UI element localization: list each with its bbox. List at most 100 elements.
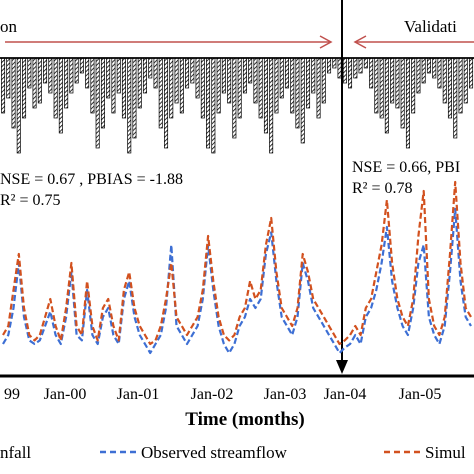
rainfall-bar bbox=[447, 57, 452, 119]
simulated-streamflow-line bbox=[2, 180, 472, 346]
legend-label-simulated: Simul bbox=[425, 443, 466, 462]
rainfall-bar bbox=[274, 57, 279, 114]
rainfall-bars bbox=[1, 57, 474, 154]
rainfall-bar bbox=[158, 57, 163, 129]
rainfall-bar bbox=[316, 57, 321, 119]
rainfall-bar bbox=[369, 57, 374, 89]
rainfall-bar bbox=[32, 57, 37, 109]
rainfall-bar bbox=[185, 57, 190, 89]
rainfall-bar bbox=[58, 57, 63, 134]
rainfall-bar bbox=[116, 57, 121, 94]
x-tick-label: Jan-00 bbox=[44, 386, 87, 403]
rainfall-bar bbox=[106, 57, 111, 99]
rainfall-bar bbox=[453, 57, 458, 139]
rainfall-bar bbox=[22, 57, 27, 119]
rainfall-bar bbox=[11, 57, 16, 129]
rainfall-bar bbox=[258, 57, 263, 119]
calibration-label: on bbox=[0, 17, 18, 36]
rainfall-bar bbox=[216, 57, 221, 114]
rainfall-bar bbox=[337, 57, 342, 79]
rainfall-bar bbox=[379, 57, 384, 119]
x-tick-label: Jan-03 bbox=[264, 386, 307, 403]
rainfall-bar bbox=[284, 57, 289, 89]
rainfall-bar bbox=[327, 57, 332, 74]
rainfall-bar bbox=[195, 57, 200, 99]
legend: nfall Observed streamflow Simul bbox=[0, 443, 466, 462]
rainfall-bar bbox=[169, 57, 174, 119]
rainfall-bar bbox=[416, 57, 421, 94]
rainfall-bar bbox=[295, 57, 300, 129]
rainfall-bar bbox=[64, 57, 69, 109]
rainfall-bar bbox=[127, 57, 132, 154]
rainfall-bar bbox=[358, 57, 363, 74]
rainfall-bar bbox=[100, 57, 105, 129]
rainfall-bar bbox=[442, 57, 447, 104]
rainfall-bar bbox=[142, 57, 147, 94]
rainfall-bar bbox=[85, 57, 90, 89]
rainfall-bar bbox=[348, 57, 353, 89]
validation-label: Validati bbox=[404, 17, 457, 36]
rainfall-bar bbox=[90, 57, 95, 114]
x-tick-label: Jan-04 bbox=[324, 386, 367, 403]
rainfall-bar bbox=[53, 57, 58, 119]
rainfall-bar bbox=[306, 57, 311, 109]
rainfall-bar bbox=[69, 57, 74, 94]
rainfall-bar bbox=[74, 57, 79, 84]
calibration-stats-line1: NSE = 0.67 , PBIAS = -1.88 bbox=[0, 171, 183, 188]
rainfall-bar bbox=[342, 57, 347, 84]
rainfall-bar bbox=[426, 57, 431, 74]
rainfall-bar bbox=[48, 57, 53, 94]
rainfall-bar bbox=[279, 57, 284, 99]
rainfall-bar bbox=[363, 57, 368, 69]
rainfall-bar bbox=[242, 57, 247, 94]
rainfall-bar bbox=[37, 57, 42, 104]
streamflow-lines bbox=[2, 180, 472, 355]
validation-stats-line2: R² = 0.78 bbox=[352, 180, 413, 197]
rainfall-bar bbox=[321, 57, 326, 104]
legend-label-rainfall: nfall bbox=[0, 443, 31, 462]
rainfall-bar bbox=[311, 57, 316, 94]
rainfall-bar bbox=[43, 57, 48, 84]
calibration-arrowhead bbox=[319, 35, 333, 49]
rainfall-bar bbox=[206, 57, 211, 149]
plot-frame bbox=[0, 374, 474, 378]
rainfall-bar bbox=[121, 57, 126, 119]
rainfall-bar bbox=[263, 57, 268, 134]
x-tick-label: Jan-02 bbox=[191, 386, 234, 403]
rainfall-bar bbox=[164, 57, 169, 149]
rainfall-bar bbox=[253, 57, 258, 104]
legend-label-observed: Observed streamflow bbox=[141, 443, 288, 462]
x-tick-label: Jan-01 bbox=[117, 386, 160, 403]
rainfall-bar bbox=[232, 57, 237, 139]
rainfall-bar bbox=[79, 57, 84, 74]
rainfall-bar bbox=[227, 57, 232, 104]
calibration-stats-line2: R² = 0.75 bbox=[0, 192, 61, 209]
rainfall-bar bbox=[269, 57, 274, 154]
rainfall-bar bbox=[390, 57, 395, 104]
rainfall-bar bbox=[300, 57, 305, 144]
rainfall-bar bbox=[148, 57, 153, 79]
rainfall-bar bbox=[384, 57, 389, 134]
rainfall-bar bbox=[16, 57, 21, 154]
rainfall-bar bbox=[432, 57, 437, 79]
rainfall-bar bbox=[95, 57, 100, 149]
rainfall-bar bbox=[469, 57, 474, 89]
rainfall-bar bbox=[237, 57, 242, 119]
rainfall-bar bbox=[374, 57, 379, 114]
rainfall-bar bbox=[463, 57, 468, 104]
rainfall-bar bbox=[437, 57, 442, 89]
rainfall-bar bbox=[1, 57, 6, 114]
x-tick-label: 99 bbox=[4, 386, 20, 403]
rainfall-bar bbox=[405, 57, 410, 149]
rainfall-bar bbox=[458, 57, 463, 114]
validation-stats-line1: NSE = 0.66, PBI bbox=[352, 159, 460, 176]
rainfall-bar bbox=[200, 57, 205, 119]
rainfall-bar bbox=[248, 57, 253, 84]
x-axis-title: Time (months) bbox=[185, 409, 304, 430]
x-axis-ticks: 99 Jan-00 Jan-01 Jan-02 Jan-03 Jan-04 Jan-05 bbox=[4, 386, 441, 403]
rainfall-bar bbox=[174, 57, 179, 104]
observed-streamflow-line bbox=[2, 207, 472, 355]
x-tick-label: Jan-05 bbox=[399, 386, 442, 403]
